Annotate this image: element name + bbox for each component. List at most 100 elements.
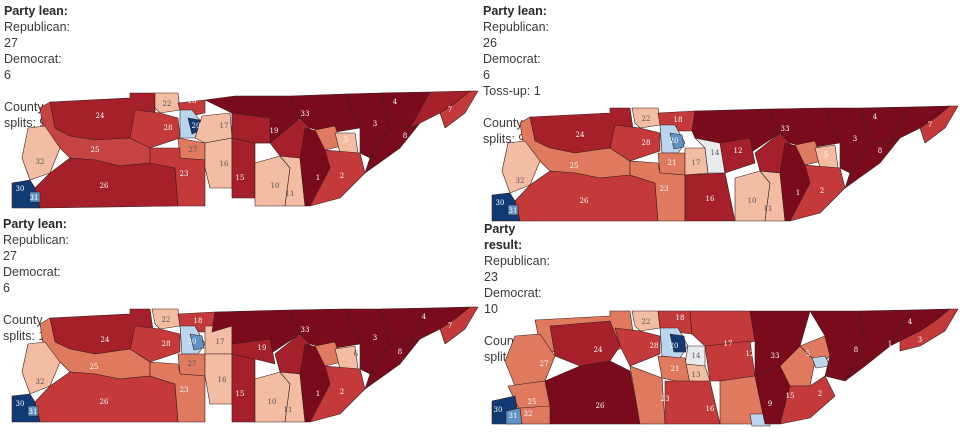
democrat-count: Democrat: 6 xyxy=(4,52,62,82)
svg-text:21: 21 xyxy=(668,159,677,167)
svg-text:33: 33 xyxy=(781,125,790,133)
svg-text:18: 18 xyxy=(188,97,197,105)
republican-count: Republican: 23 xyxy=(484,254,551,284)
party-lean-stats: Party lean: Republican: 26 Democrat: 6 T… xyxy=(483,3,549,147)
svg-text:22: 22 xyxy=(162,316,171,324)
democrat-count: Democrat: 10 xyxy=(484,286,542,316)
svg-text:32: 32 xyxy=(524,410,533,418)
county-splits: County splits: 9 xyxy=(4,100,47,130)
party-lean-stats: Party lean: Republican: 27 Democrat: 6 C… xyxy=(4,3,70,131)
svg-text:12: 12 xyxy=(746,350,755,358)
svg-text:15: 15 xyxy=(786,392,795,400)
svg-text:24: 24 xyxy=(101,336,110,344)
svg-text:2: 2 xyxy=(820,187,824,195)
svg-text:15: 15 xyxy=(236,174,245,182)
svg-text:30: 30 xyxy=(16,400,25,408)
svg-text:3: 3 xyxy=(373,120,377,128)
svg-text:26: 26 xyxy=(596,402,605,410)
svg-text:16: 16 xyxy=(706,195,715,203)
svg-text:32: 32 xyxy=(516,177,525,185)
svg-text:31: 31 xyxy=(29,408,38,416)
svg-text:14: 14 xyxy=(711,149,720,157)
svg-text:16: 16 xyxy=(706,405,715,413)
svg-text:27: 27 xyxy=(540,360,549,368)
svg-text:1: 1 xyxy=(796,189,800,197)
svg-text:23: 23 xyxy=(660,185,669,193)
svg-text:23: 23 xyxy=(180,386,189,394)
svg-text:22: 22 xyxy=(642,318,651,326)
svg-text:18: 18 xyxy=(674,116,683,124)
svg-text:27: 27 xyxy=(189,146,198,154)
svg-text:17: 17 xyxy=(216,338,225,346)
svg-text:4: 4 xyxy=(908,318,913,326)
svg-text:25: 25 xyxy=(91,146,100,154)
tennessee-district-map: 22 24 28 18 20 17 27 25 32 26 23 16 15 1… xyxy=(0,88,480,213)
svg-text:8: 8 xyxy=(403,132,407,140)
svg-text:26: 26 xyxy=(100,398,109,406)
republican-count: Republican: 26 xyxy=(483,20,550,50)
stats-heading: Party lean: xyxy=(3,217,67,231)
svg-text:15: 15 xyxy=(236,390,245,398)
republican-count: Republican: 27 xyxy=(4,20,71,50)
svg-text:19: 19 xyxy=(270,127,279,135)
svg-text:16: 16 xyxy=(220,160,229,168)
svg-text:17: 17 xyxy=(724,340,733,348)
svg-text:11: 11 xyxy=(284,406,293,414)
svg-text:2: 2 xyxy=(818,390,822,398)
stats-heading: Party lean: xyxy=(4,4,68,18)
svg-text:30: 30 xyxy=(16,185,25,193)
svg-text:3: 3 xyxy=(853,135,857,143)
svg-text:17: 17 xyxy=(220,122,229,130)
tossup-count: Toss-up: 1 xyxy=(483,84,541,98)
svg-text:32: 32 xyxy=(36,158,45,166)
svg-text:28: 28 xyxy=(650,342,659,350)
svg-text:20: 20 xyxy=(192,122,201,130)
svg-text:23: 23 xyxy=(180,170,189,178)
svg-text:23: 23 xyxy=(661,395,670,403)
svg-text:5: 5 xyxy=(344,136,348,144)
svg-text:5: 5 xyxy=(824,151,828,159)
svg-text:19: 19 xyxy=(258,344,267,352)
stats-heading: Party lean: xyxy=(483,4,547,18)
svg-text:5: 5 xyxy=(806,350,810,358)
democrat-count: Democrat: 6 xyxy=(483,52,541,82)
svg-text:20: 20 xyxy=(188,338,197,346)
stats-heading: Party result: xyxy=(484,222,523,252)
svg-text:25: 25 xyxy=(90,363,99,371)
svg-text:33: 33 xyxy=(301,110,310,118)
svg-text:10: 10 xyxy=(748,197,757,205)
svg-text:11: 11 xyxy=(764,205,773,213)
svg-text:31: 31 xyxy=(509,207,518,215)
svg-text:30: 30 xyxy=(496,199,505,207)
svg-text:6: 6 xyxy=(354,350,359,358)
svg-text:18: 18 xyxy=(194,317,203,325)
svg-text:7: 7 xyxy=(448,322,452,330)
svg-text:3: 3 xyxy=(918,336,922,344)
svg-text:14: 14 xyxy=(692,352,701,360)
svg-text:4: 4 xyxy=(422,313,427,321)
svg-text:27: 27 xyxy=(188,360,197,368)
svg-text:7: 7 xyxy=(928,121,932,129)
svg-text:1: 1 xyxy=(316,390,320,398)
svg-text:31: 31 xyxy=(509,412,518,420)
svg-text:12: 12 xyxy=(734,147,743,155)
svg-text:2: 2 xyxy=(340,388,344,396)
svg-text:30: 30 xyxy=(494,406,503,414)
svg-text:28: 28 xyxy=(162,340,171,348)
svg-text:8: 8 xyxy=(878,147,882,155)
svg-text:33: 33 xyxy=(771,352,780,360)
svg-text:31: 31 xyxy=(30,194,39,202)
svg-text:28: 28 xyxy=(642,139,651,147)
svg-text:24: 24 xyxy=(594,346,603,354)
tennessee-district-map: 22 24 28 18 20 14 13 21 27 25 26 23 16 1… xyxy=(480,306,960,430)
svg-text:21: 21 xyxy=(671,365,680,373)
democrat-count: Democrat: 6 xyxy=(3,265,61,295)
district-22-label: 22 xyxy=(163,100,172,108)
svg-text:16: 16 xyxy=(218,376,227,384)
svg-text:13: 13 xyxy=(692,371,701,379)
svg-text:4: 4 xyxy=(873,113,878,121)
svg-text:10: 10 xyxy=(268,398,277,406)
svg-text:1: 1 xyxy=(888,340,892,348)
svg-text:8: 8 xyxy=(854,346,858,354)
svg-text:33: 33 xyxy=(301,326,310,334)
